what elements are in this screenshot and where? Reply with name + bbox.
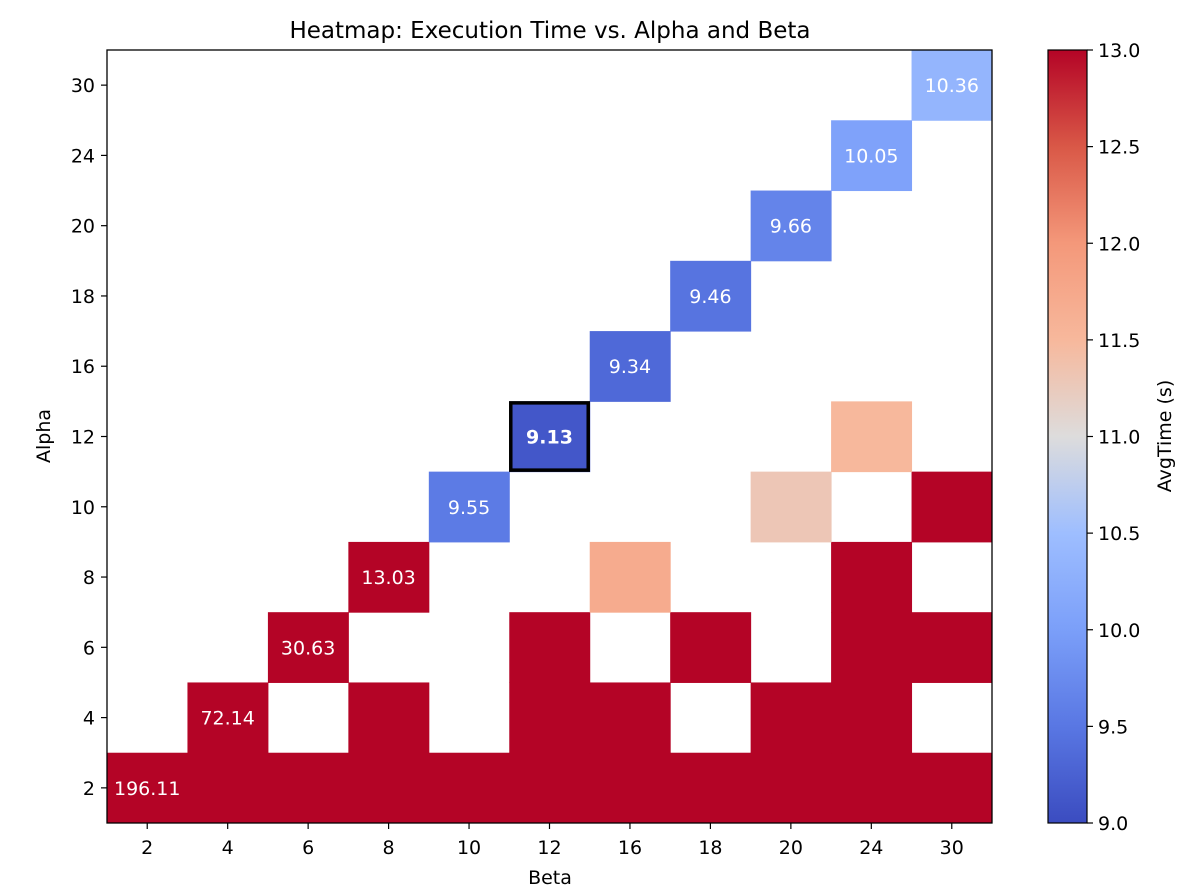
x-tick-label: 8 <box>383 837 395 859</box>
heatmap-cell <box>509 682 591 754</box>
heatmap-cell <box>348 541 430 613</box>
y-tick-label: 10 <box>71 497 95 519</box>
colorbar-tick-label: 13.0 <box>1098 40 1140 62</box>
cell-value-label: 196.11 <box>114 778 180 800</box>
cell-value-label: 9.66 <box>770 216 812 238</box>
heatmap-cell <box>750 752 832 824</box>
cell-value-label: 72.14 <box>200 708 254 730</box>
x-tick-label: 12 <box>537 837 561 859</box>
x-tick-label: 4 <box>222 837 234 859</box>
heatmap-cell <box>831 612 913 683</box>
x-tick-label: 20 <box>779 837 803 859</box>
colorbar-tick-label: 11.0 <box>1098 427 1140 449</box>
cell-value-label: 9.34 <box>609 356 651 378</box>
heatmap-cell <box>831 120 913 192</box>
heatmap-cell <box>107 752 188 824</box>
y-tick-label: 24 <box>71 145 95 167</box>
cell-value-label: 30.63 <box>281 637 335 659</box>
heatmap-cell <box>509 401 591 473</box>
cell-labels: 196.11 72.14 30.63 13.03 9.55 9.13 9.34 9.46 9.6… <box>114 75 979 800</box>
y-tick-label: 20 <box>71 216 95 238</box>
cell-value-label: 10.05 <box>844 145 898 167</box>
heatmap-cell <box>831 752 913 824</box>
heatmap-cell <box>911 752 993 824</box>
cell-value-label: 9.13 <box>526 427 573 449</box>
x-tick-label: 24 <box>859 837 883 859</box>
x-tick-label: 10 <box>457 837 481 859</box>
heatmap-cell <box>911 50 993 121</box>
cell-value-label: 10.36 <box>925 75 979 97</box>
colorbar-ticks: 9.0 9.5 10.0 10.5 11.0 11.5 12.0 12.5 13.0 <box>1087 40 1140 835</box>
colorbar-tick-label: 12.5 <box>1098 137 1140 159</box>
colorbar-tick-label: 12.0 <box>1098 233 1140 255</box>
y-tick-label: 4 <box>83 708 95 730</box>
heatmap-cell <box>267 612 349 683</box>
x-tick-label: 6 <box>302 837 314 859</box>
highlight-box <box>509 401 590 472</box>
heatmap-cell <box>670 612 752 683</box>
heatmap-cell <box>187 682 269 754</box>
x-axis-label: Beta <box>528 867 572 889</box>
heatmap-cell <box>509 612 591 683</box>
colorbar-tick-label: 9.0 <box>1098 813 1128 835</box>
heatmap-cells <box>107 50 993 824</box>
heatmap-cell <box>750 682 832 754</box>
heatmap-cell <box>428 471 510 543</box>
colorbar-tick-label: 10.0 <box>1098 620 1140 642</box>
heatmap-cell <box>750 471 832 543</box>
colorbar-tick-label: 11.5 <box>1098 330 1140 352</box>
heatmap-cell <box>509 752 591 824</box>
colorbar-tick-label: 10.5 <box>1098 523 1140 545</box>
heatmap-cell <box>831 401 913 473</box>
heatmap-cell <box>589 752 671 824</box>
colorbar-label: AvgTime (s) <box>1154 380 1176 492</box>
x-tick-label: 16 <box>618 837 642 859</box>
y-tick-label: 16 <box>71 356 95 378</box>
heatmap-cell <box>911 612 993 683</box>
heatmap-cell <box>750 190 832 262</box>
heatmap-cell <box>428 752 510 824</box>
y-tick-label: 2 <box>83 778 95 800</box>
heatmap-cell <box>348 682 430 754</box>
heatmap-cell <box>589 541 671 613</box>
x-tick-label: 18 <box>698 837 722 859</box>
x-tick-label: 30 <box>940 837 964 859</box>
y-tick-label: 6 <box>83 637 95 659</box>
colorbar-gradient <box>1047 49 1088 824</box>
y-axis-label: Alpha <box>33 409 55 463</box>
cell-value-label: 13.03 <box>361 567 415 589</box>
y-tick-label: 12 <box>71 427 95 449</box>
cell-value-label: 9.46 <box>689 286 731 308</box>
cell-value-label: 9.55 <box>448 497 490 519</box>
heatmap-cell <box>831 682 913 754</box>
heatmap-cell <box>670 260 752 332</box>
y-tick-label: 18 <box>71 286 95 308</box>
chart-title: Heatmap: Execution Time vs. Alpha and Be… <box>289 18 810 44</box>
heatmap-cell <box>267 752 349 824</box>
x-axis-ticks: 2 4 6 8 10 12 16 18 20 24 30 <box>141 823 964 859</box>
heatmap-cell <box>589 682 671 754</box>
heatmap-cell <box>831 541 913 613</box>
heatmap-cell <box>670 752 752 824</box>
x-tick-label: 2 <box>141 837 153 859</box>
colorbar-tick-label: 9.5 <box>1098 716 1128 738</box>
heatmap-cell <box>187 752 269 824</box>
y-tick-label: 8 <box>83 567 95 589</box>
y-tick-label: 30 <box>71 75 95 97</box>
heatmap-cell <box>911 471 993 543</box>
heatmap-cell <box>348 752 430 824</box>
heatmap-cell <box>589 331 671 402</box>
colorbar: 9.0 9.5 10.0 10.5 11.0 11.5 12.0 12.5 13.0 AvgTi… <box>1047 40 1176 835</box>
